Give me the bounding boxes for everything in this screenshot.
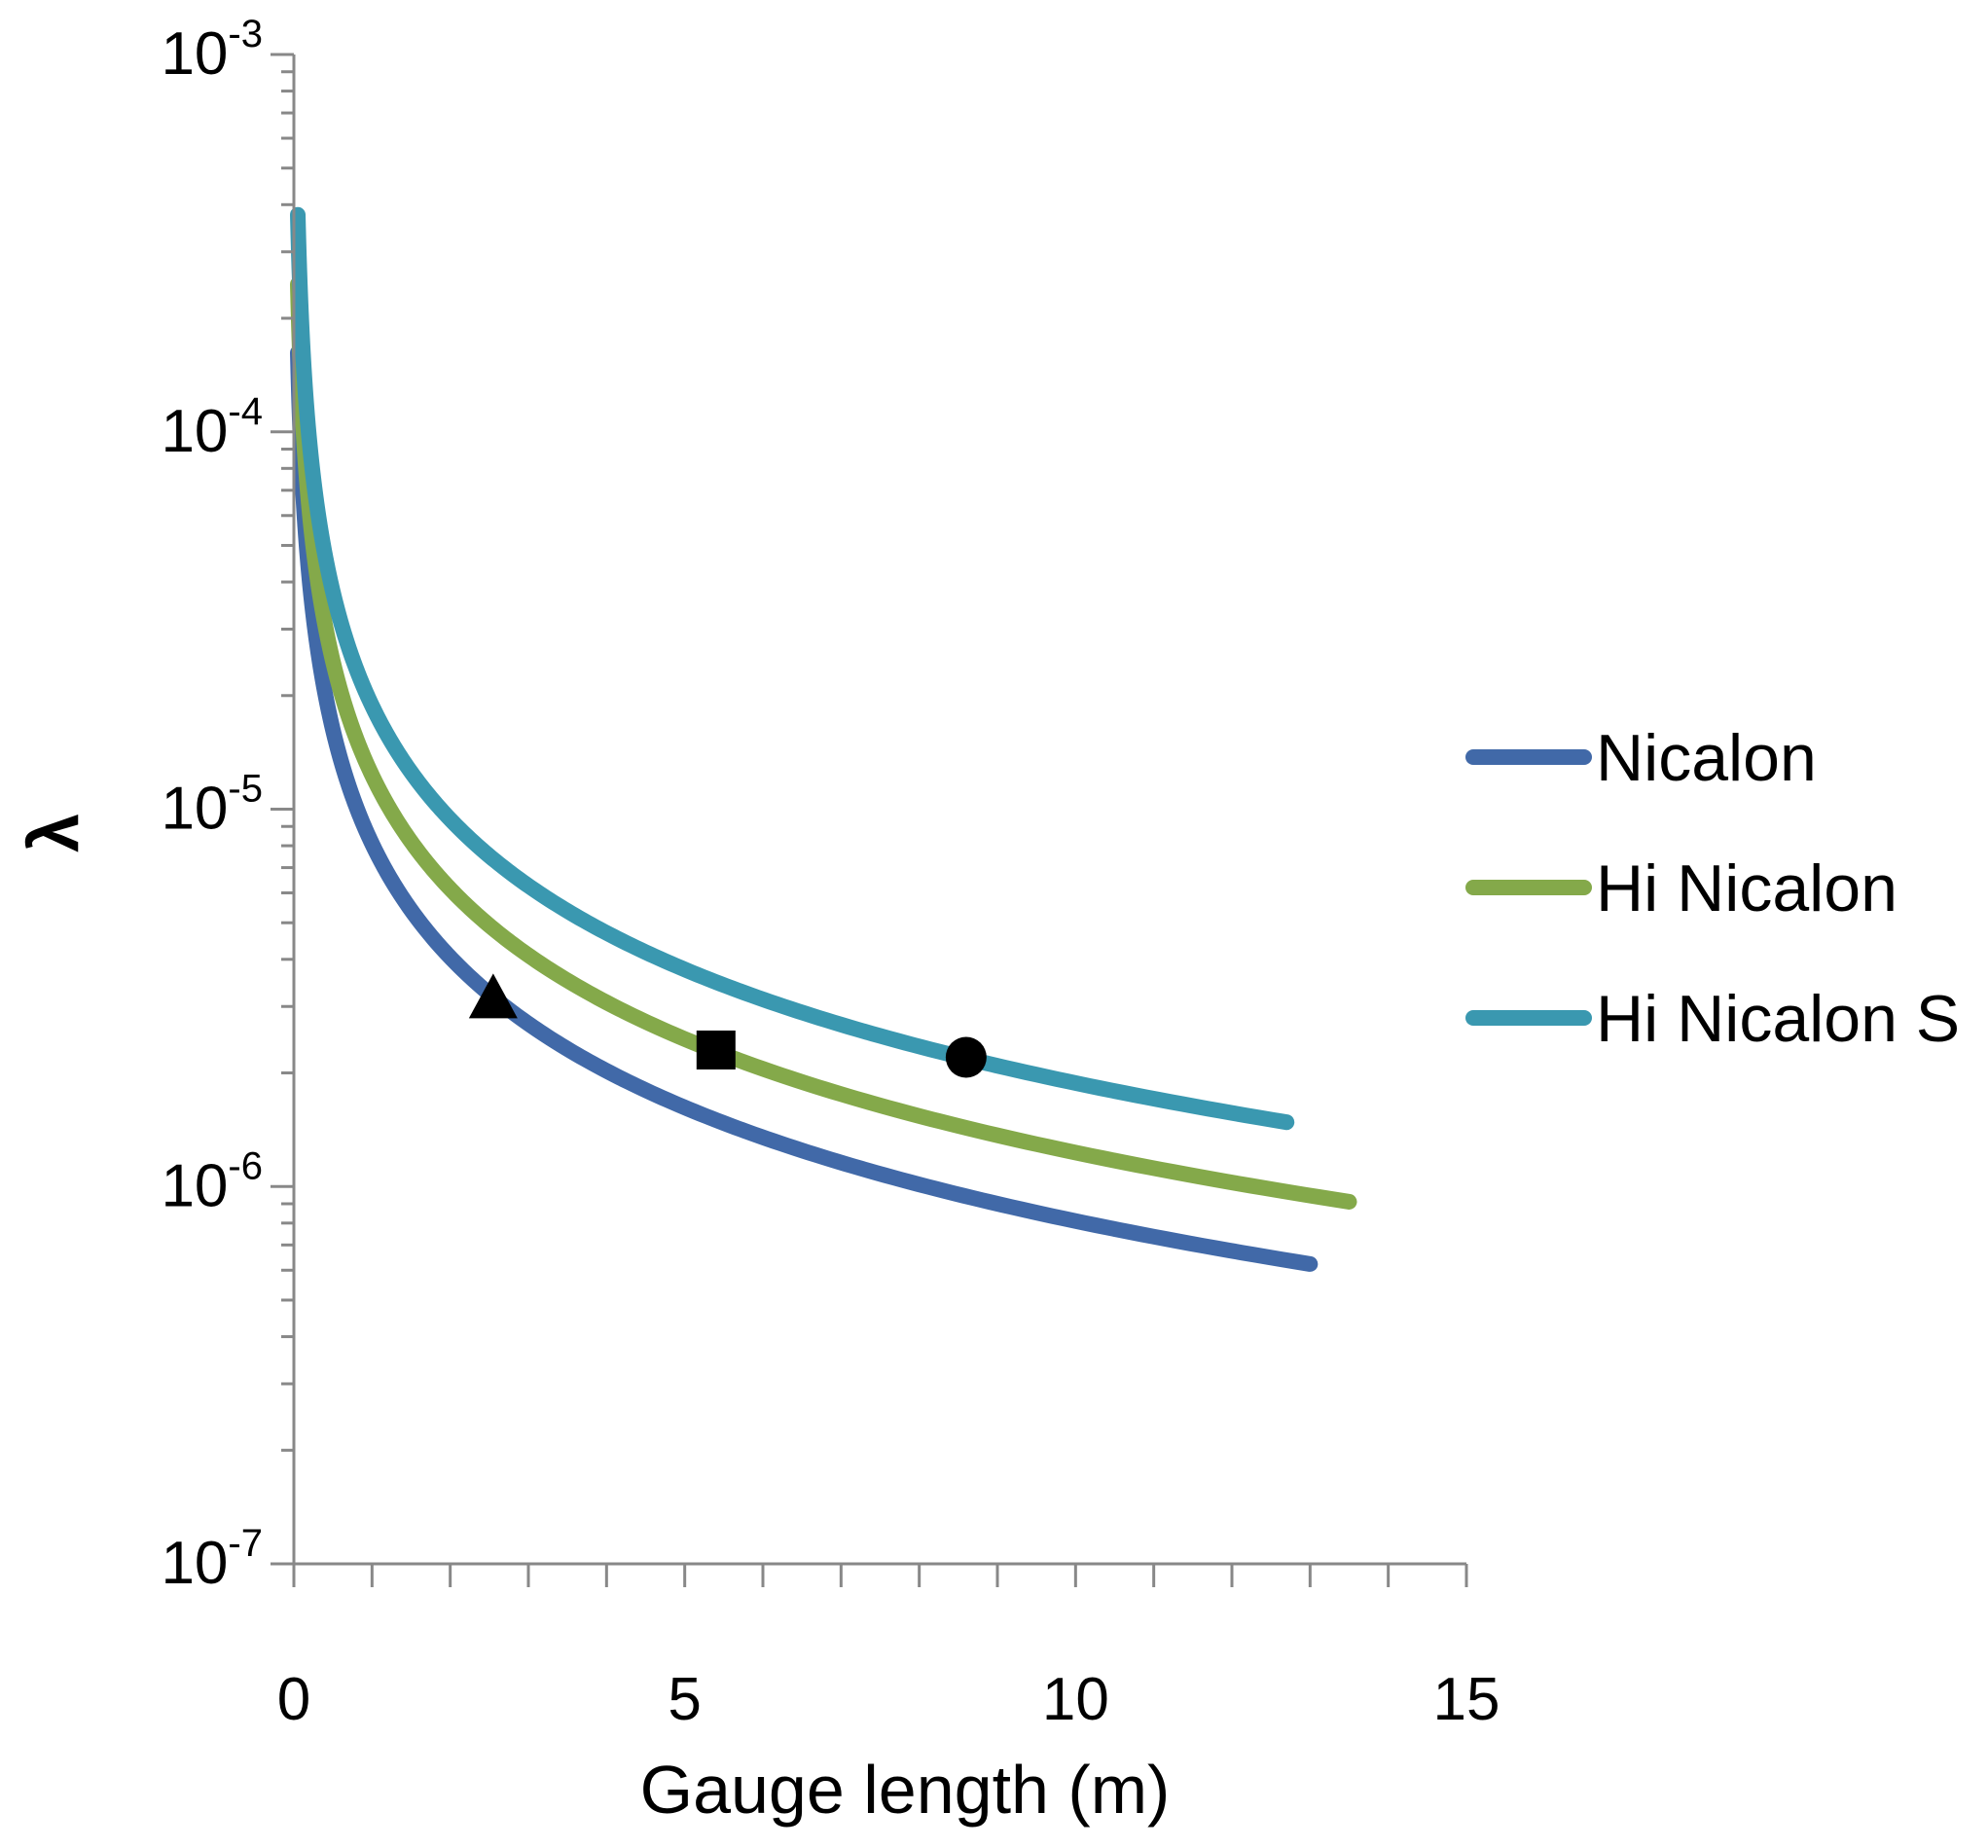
- x-tick-label: 15: [1433, 1666, 1500, 1733]
- y-tick-label: 10-4: [161, 390, 263, 465]
- series-line-hi-nicalon-s: [290, 206, 1295, 1131]
- axis-layer: 0 5 10 15 10-3 10-4 10-5 10-6 10-7: [161, 13, 1500, 1733]
- y-tick-label: 10-7: [161, 1522, 263, 1597]
- square-marker: [696, 1030, 736, 1069]
- series-layer: [290, 206, 1357, 1272]
- marker-layer: [468, 973, 987, 1078]
- legend-label-hi-nicalon: Hi Nicalon: [1596, 852, 1898, 925]
- x-axis-label: Gauge length (m): [640, 1752, 1171, 1828]
- x-tick-label: 5: [668, 1666, 701, 1733]
- y-tick-label: 10-6: [161, 1144, 263, 1219]
- x-tick-label: 0: [277, 1666, 310, 1733]
- circle-marker: [945, 1036, 987, 1078]
- x-tick-label: 10: [1042, 1666, 1109, 1733]
- triangle-marker: [468, 973, 518, 1019]
- legend-label-nicalon: Nicalon: [1596, 721, 1817, 795]
- legend: Nicalon Hi Nicalon Hi Nicalon S: [1465, 721, 1960, 1056]
- y-tick-label: 10-5: [161, 768, 263, 843]
- y-tick-label: 10-3: [161, 13, 263, 88]
- y-axis-label: λ: [16, 814, 93, 852]
- series-line-hi-nicalon: [290, 276, 1357, 1210]
- legend-label-hi-nicalon-s: Hi Nicalon S: [1596, 982, 1960, 1056]
